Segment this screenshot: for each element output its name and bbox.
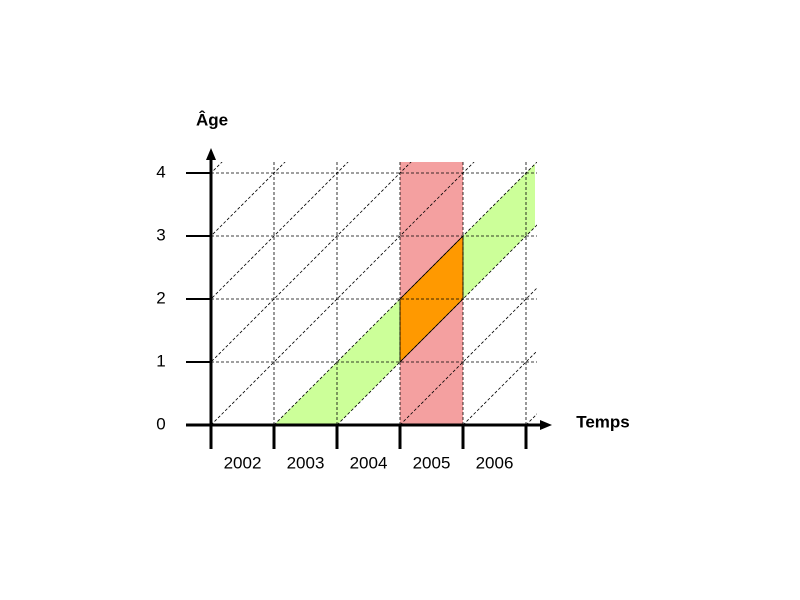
y-tick-label: 1 xyxy=(156,351,165,370)
grid xyxy=(0,25,800,425)
x-axis-label: Temps xyxy=(576,412,630,431)
x-category-label: 2003 xyxy=(287,453,325,472)
y-tick-label: 4 xyxy=(156,162,165,181)
diagonal xyxy=(211,162,475,425)
y-tick-label: 3 xyxy=(156,225,165,244)
diagonal xyxy=(211,162,223,174)
x-category-label: 2004 xyxy=(350,453,388,472)
diagonal xyxy=(525,413,537,425)
diagonal xyxy=(211,162,412,363)
y-tick-label: 2 xyxy=(156,288,165,307)
x-category-label: 2005 xyxy=(413,453,451,472)
diagonal xyxy=(273,162,537,425)
x-category-label: 2002 xyxy=(224,453,262,472)
diagonal xyxy=(0,25,296,425)
diagonal xyxy=(589,25,800,425)
diagonal xyxy=(211,162,286,237)
diagonal xyxy=(211,162,349,300)
axes xyxy=(186,148,552,449)
y-tick-label: 0 xyxy=(156,414,165,433)
x-category-label: 2006 xyxy=(476,453,514,472)
y-axis-label: Âge xyxy=(196,110,228,129)
